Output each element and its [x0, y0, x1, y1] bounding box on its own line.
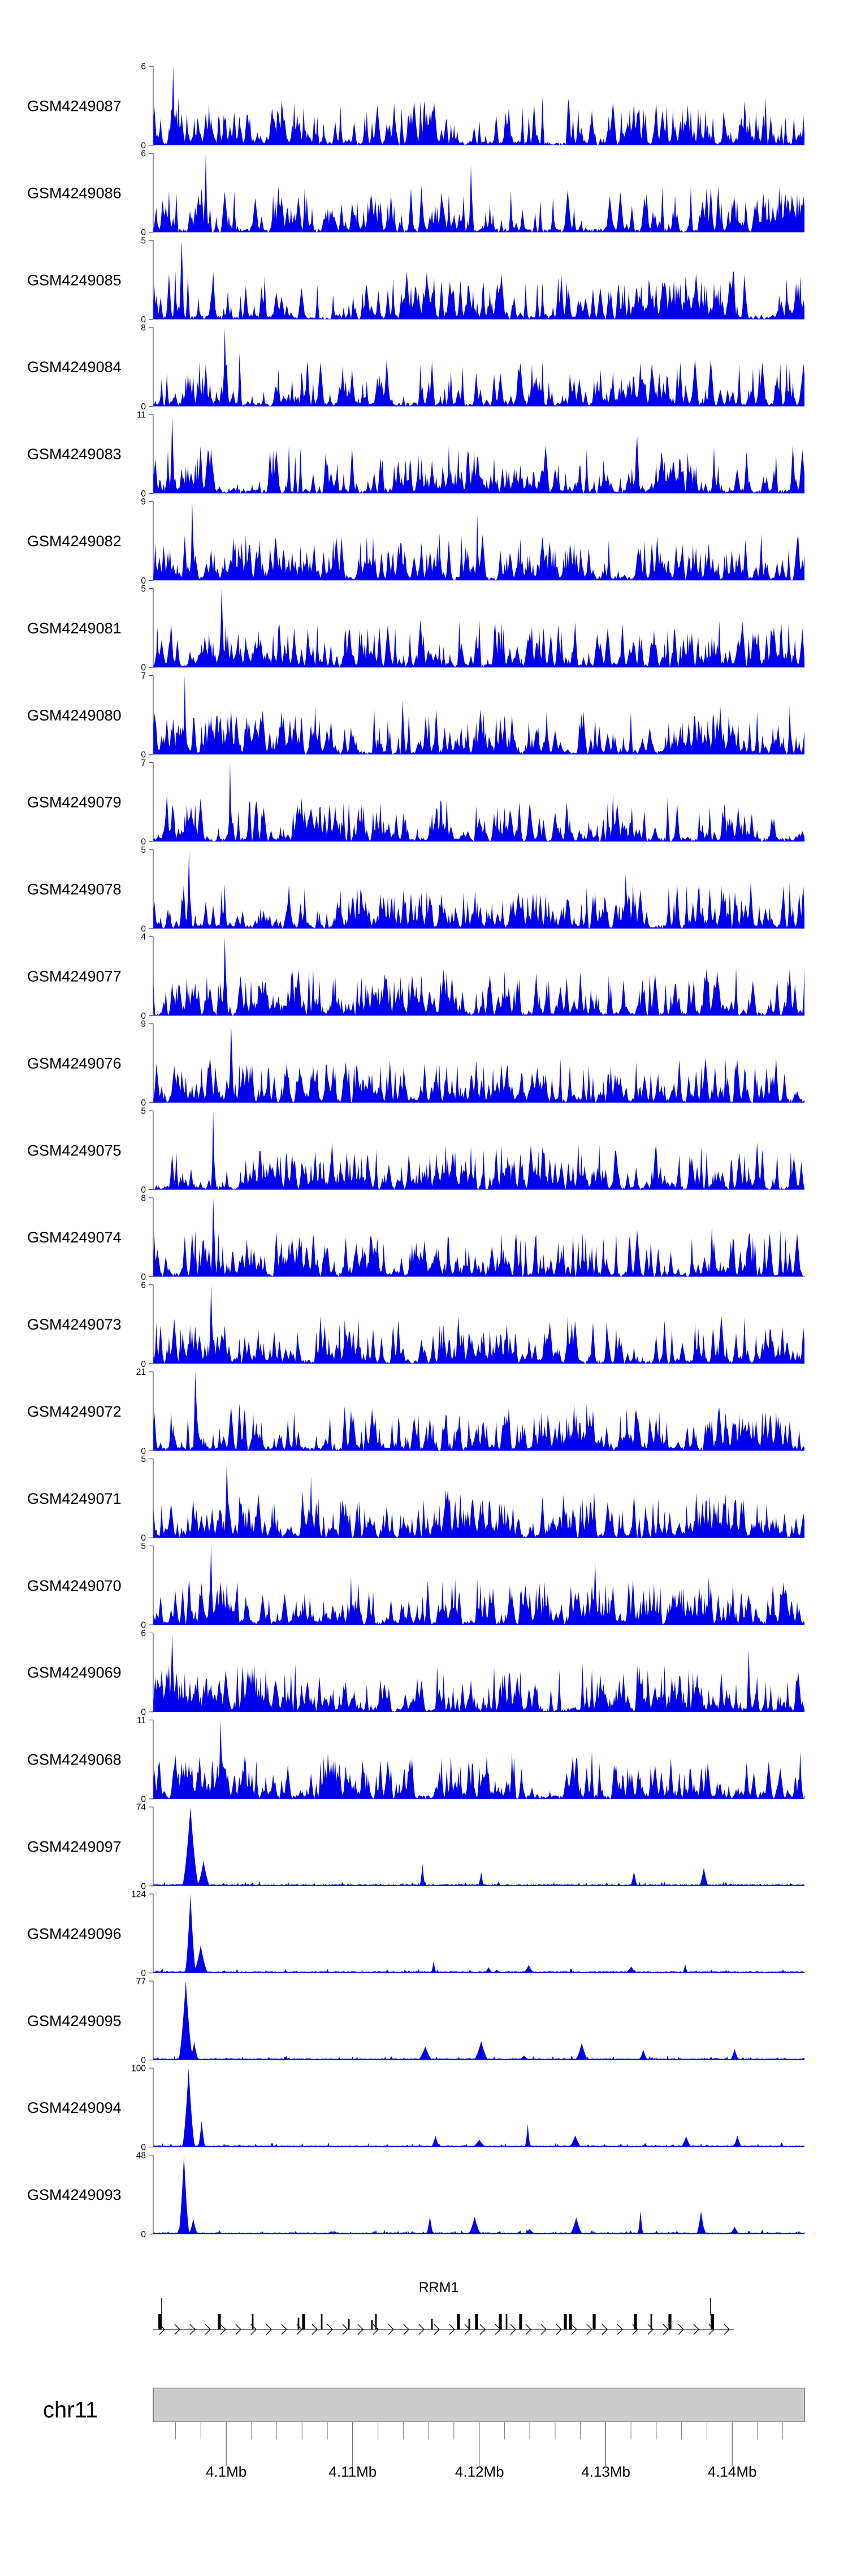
svg-text:GSM4249068: GSM4249068 — [27, 1751, 122, 1768]
svg-text:74: 74 — [136, 1803, 146, 1813]
svg-text:7: 7 — [141, 671, 146, 681]
svg-text:GSM4249075: GSM4249075 — [27, 1142, 122, 1159]
svg-text:11: 11 — [137, 1716, 146, 1725]
svg-text:6: 6 — [141, 62, 146, 72]
svg-text:48: 48 — [136, 2151, 146, 2160]
svg-text:GSM4249097: GSM4249097 — [27, 1839, 122, 1856]
svg-text:GSM4249076: GSM4249076 — [27, 1055, 122, 1072]
svg-text:GSM4249080: GSM4249080 — [27, 707, 122, 724]
svg-text:5: 5 — [141, 584, 146, 594]
svg-text:100: 100 — [131, 2064, 146, 2073]
svg-text:6: 6 — [141, 149, 146, 159]
svg-text:chr11: chr11 — [43, 2397, 98, 2422]
svg-text:0: 0 — [141, 2230, 146, 2240]
svg-text:5: 5 — [141, 845, 146, 855]
svg-text:GSM4249073: GSM4249073 — [27, 1316, 122, 1333]
svg-text:GSM4249087: GSM4249087 — [27, 98, 122, 115]
svg-text:GSM4249077: GSM4249077 — [27, 968, 122, 985]
svg-text:124: 124 — [131, 1890, 146, 1900]
svg-text:8: 8 — [141, 1193, 146, 1203]
svg-text:4.13Mb: 4.13Mb — [581, 2463, 630, 2480]
svg-text:6: 6 — [141, 1629, 146, 1638]
svg-text:5: 5 — [141, 1542, 146, 1551]
svg-text:GSM4249094: GSM4249094 — [27, 2099, 122, 2116]
svg-text:GSM4249074: GSM4249074 — [27, 1229, 122, 1246]
svg-text:9: 9 — [141, 1020, 146, 1029]
svg-text:5: 5 — [141, 236, 146, 246]
svg-text:4: 4 — [141, 933, 146, 942]
svg-text:21: 21 — [136, 1367, 146, 1377]
svg-text:7: 7 — [141, 758, 146, 768]
svg-text:GSM4249078: GSM4249078 — [27, 881, 122, 898]
svg-text:GSM4249072: GSM4249072 — [27, 1403, 122, 1420]
svg-text:GSM4249071: GSM4249071 — [27, 1490, 122, 1507]
svg-text:5: 5 — [141, 1107, 146, 1116]
svg-text:9: 9 — [141, 497, 146, 507]
svg-text:RRM1: RRM1 — [419, 2280, 459, 2295]
svg-text:4.1Mb: 4.1Mb — [206, 2463, 246, 2480]
svg-text:4.14Mb: 4.14Mb — [708, 2463, 757, 2480]
svg-text:4.11Mb: 4.11Mb — [328, 2463, 377, 2480]
svg-text:77: 77 — [136, 1977, 146, 1987]
svg-text:11: 11 — [137, 410, 146, 420]
svg-text:GSM4249070: GSM4249070 — [27, 1577, 122, 1594]
svg-text:GSM4249096: GSM4249096 — [27, 1925, 122, 1942]
svg-text:GSM4249083: GSM4249083 — [27, 446, 122, 463]
svg-text:GSM4249095: GSM4249095 — [27, 2012, 122, 2029]
svg-text:GSM4249084: GSM4249084 — [27, 359, 122, 376]
svg-text:GSM4249093: GSM4249093 — [27, 2186, 122, 2203]
svg-text:6: 6 — [141, 1280, 146, 1290]
svg-text:8: 8 — [141, 323, 146, 333]
svg-text:5: 5 — [141, 1455, 146, 1464]
svg-text:GSM4249085: GSM4249085 — [27, 271, 122, 288]
svg-text:GSM4249082: GSM4249082 — [27, 533, 122, 550]
svg-text:GSM4249081: GSM4249081 — [27, 620, 122, 637]
svg-text:4.12Mb: 4.12Mb — [455, 2463, 504, 2480]
svg-text:GSM4249079: GSM4249079 — [27, 794, 122, 811]
svg-text:GSM4249086: GSM4249086 — [27, 184, 122, 201]
svg-text:GSM4249069: GSM4249069 — [27, 1664, 122, 1681]
